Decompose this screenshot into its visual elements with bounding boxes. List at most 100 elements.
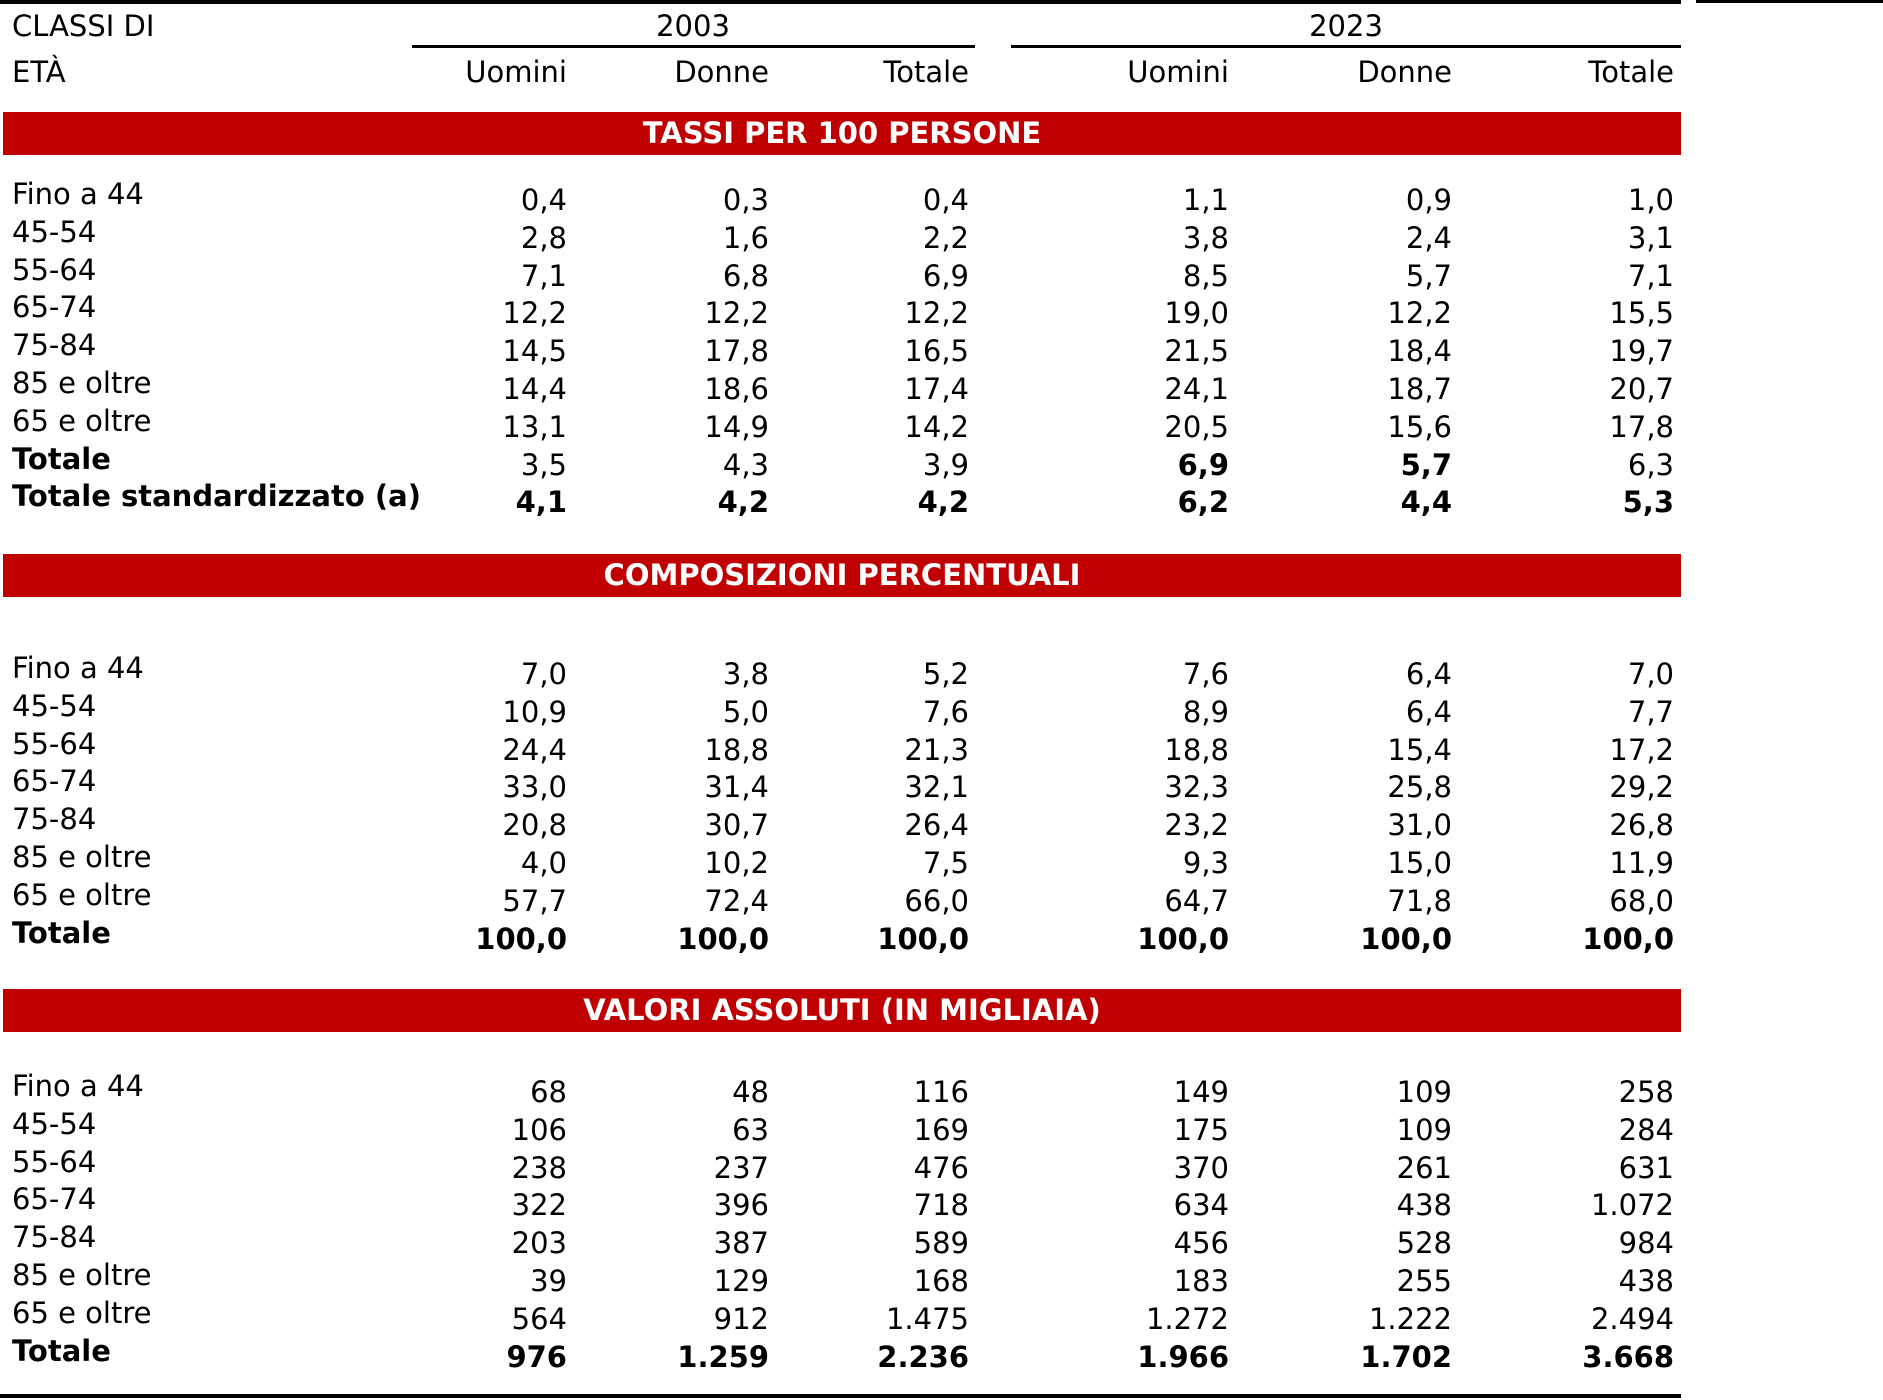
- cell-value: 2,4: [1405, 220, 1452, 255]
- cell-value: 6,4: [1405, 657, 1452, 691]
- cell-value: 6,2: [1177, 485, 1229, 520]
- cell-value: 100,0: [1360, 921, 1452, 956]
- cell-value: 32,3: [1164, 770, 1229, 805]
- cell-value: 15,5: [1609, 296, 1674, 331]
- row-label: 75-84: [12, 1220, 97, 1255]
- cell-value: 20,7: [1609, 372, 1674, 406]
- cell-value: 476: [913, 1150, 969, 1185]
- row-label: 65 e oltre: [12, 1295, 152, 1330]
- column-header: Totale: [883, 55, 969, 89]
- cell-value: 169: [913, 1112, 969, 1147]
- cell-value: 2,2: [922, 220, 969, 255]
- cell-value: 19,0: [1164, 296, 1229, 331]
- cell-value: 528: [1396, 1226, 1452, 1261]
- row-label: Totale: [12, 915, 111, 950]
- cell-value: 14,9: [704, 409, 769, 444]
- cell-value: 21,5: [1164, 334, 1229, 369]
- cell-value: 1.966: [1137, 1339, 1229, 1374]
- cell-value: 5,2: [922, 657, 969, 691]
- cell-value: 18,8: [704, 732, 769, 767]
- cell-value: 20,8: [502, 808, 567, 843]
- cell-value: 19,7: [1609, 334, 1674, 369]
- column-header: Uomini: [1127, 55, 1229, 89]
- cell-value: 6,8: [722, 258, 769, 293]
- cell-value: 261: [1396, 1150, 1452, 1185]
- cell-value: 5,7: [1405, 258, 1452, 293]
- row-label: 85 e oltre: [12, 366, 152, 400]
- cell-value: 17,4: [904, 372, 969, 406]
- row-label: 45-54: [12, 214, 97, 249]
- cell-value: 0,3: [722, 183, 769, 217]
- row-label: 65-74: [12, 1182, 97, 1217]
- cell-value: 8,9: [1182, 694, 1229, 729]
- cell-value: 8,5: [1182, 258, 1229, 293]
- cell-value: 1,0: [1627, 183, 1674, 217]
- cell-value: 370: [1173, 1150, 1229, 1185]
- row-label: Fino a 44: [12, 177, 144, 211]
- cell-value: 5,0: [722, 694, 769, 729]
- cell-value: 7,5: [922, 846, 969, 880]
- cell-value: 0,4: [922, 183, 969, 217]
- year-header: 2023: [1309, 9, 1383, 43]
- cell-value: 1,1: [1182, 183, 1229, 217]
- row-label: 65 e oltre: [12, 877, 152, 912]
- cell-value: 3,8: [722, 657, 769, 691]
- cell-value: 237: [713, 1150, 769, 1185]
- row-label: Fino a 44: [12, 1069, 144, 1103]
- cell-value: 0,4: [520, 183, 567, 217]
- year-rule: [412, 45, 975, 48]
- cell-value: 30,7: [704, 808, 769, 843]
- cell-value: 1.072: [1590, 1188, 1674, 1223]
- cell-value: 129: [713, 1264, 769, 1298]
- cell-value: 387: [713, 1226, 769, 1261]
- row-label: 65 e oltre: [12, 403, 152, 438]
- cell-value: 322: [511, 1188, 567, 1223]
- year-header: 2003: [656, 9, 730, 43]
- cell-value: 589: [913, 1226, 969, 1261]
- cell-value: 31,4: [704, 770, 769, 805]
- cell-value: 7,0: [1627, 657, 1674, 691]
- cell-value: 100,0: [677, 921, 769, 956]
- cell-value: 6,9: [922, 258, 969, 293]
- cell-value: 15,0: [1387, 846, 1452, 880]
- cell-value: 18,7: [1387, 372, 1452, 406]
- cell-value: 564: [511, 1301, 567, 1336]
- row-label: 65-74: [12, 764, 97, 799]
- top-rule: [0, 0, 1681, 4]
- cell-value: 1.259: [677, 1339, 769, 1374]
- cell-value: 3,1: [1627, 220, 1674, 255]
- cell-value: 284: [1618, 1112, 1674, 1147]
- cell-value: 7,1: [1627, 258, 1674, 293]
- cell-value: 18,6: [704, 372, 769, 406]
- cell-value: 149: [1173, 1075, 1229, 1109]
- column-header: Donne: [674, 55, 769, 89]
- cell-value: 4,0: [520, 846, 567, 880]
- cell-value: 6,3: [1627, 447, 1674, 482]
- cell-value: 14,2: [904, 409, 969, 444]
- cell-value: 17,8: [1609, 409, 1674, 444]
- cell-value: 0,9: [1405, 183, 1452, 217]
- cell-value: 438: [1396, 1188, 1452, 1223]
- top-rule-right: [1696, 0, 1883, 3]
- cell-value: 4,2: [717, 485, 769, 520]
- cell-value: 12,2: [704, 296, 769, 331]
- cell-value: 2,8: [520, 220, 567, 255]
- row-label: 55-64: [12, 252, 97, 287]
- cell-value: 1,6: [722, 220, 769, 255]
- cell-value: 4,1: [515, 485, 567, 520]
- row-label: Fino a 44: [12, 651, 144, 685]
- cell-value: 4,3: [722, 447, 769, 482]
- column-header: Donne: [1357, 55, 1452, 89]
- cell-value: 21,3: [904, 732, 969, 767]
- cell-value: 48: [732, 1075, 769, 1109]
- cell-value: 17,2: [1609, 732, 1674, 767]
- cell-value: 168: [913, 1264, 969, 1298]
- cell-value: 66,0: [904, 883, 969, 918]
- cell-value: 18,4: [1387, 334, 1452, 369]
- row-label: 65-74: [12, 290, 97, 325]
- cell-value: 255: [1396, 1264, 1452, 1298]
- cell-value: 7,0: [520, 657, 567, 691]
- cell-value: 26,8: [1609, 808, 1674, 843]
- cell-value: 64,7: [1164, 883, 1229, 918]
- cell-value: 12,2: [904, 296, 969, 331]
